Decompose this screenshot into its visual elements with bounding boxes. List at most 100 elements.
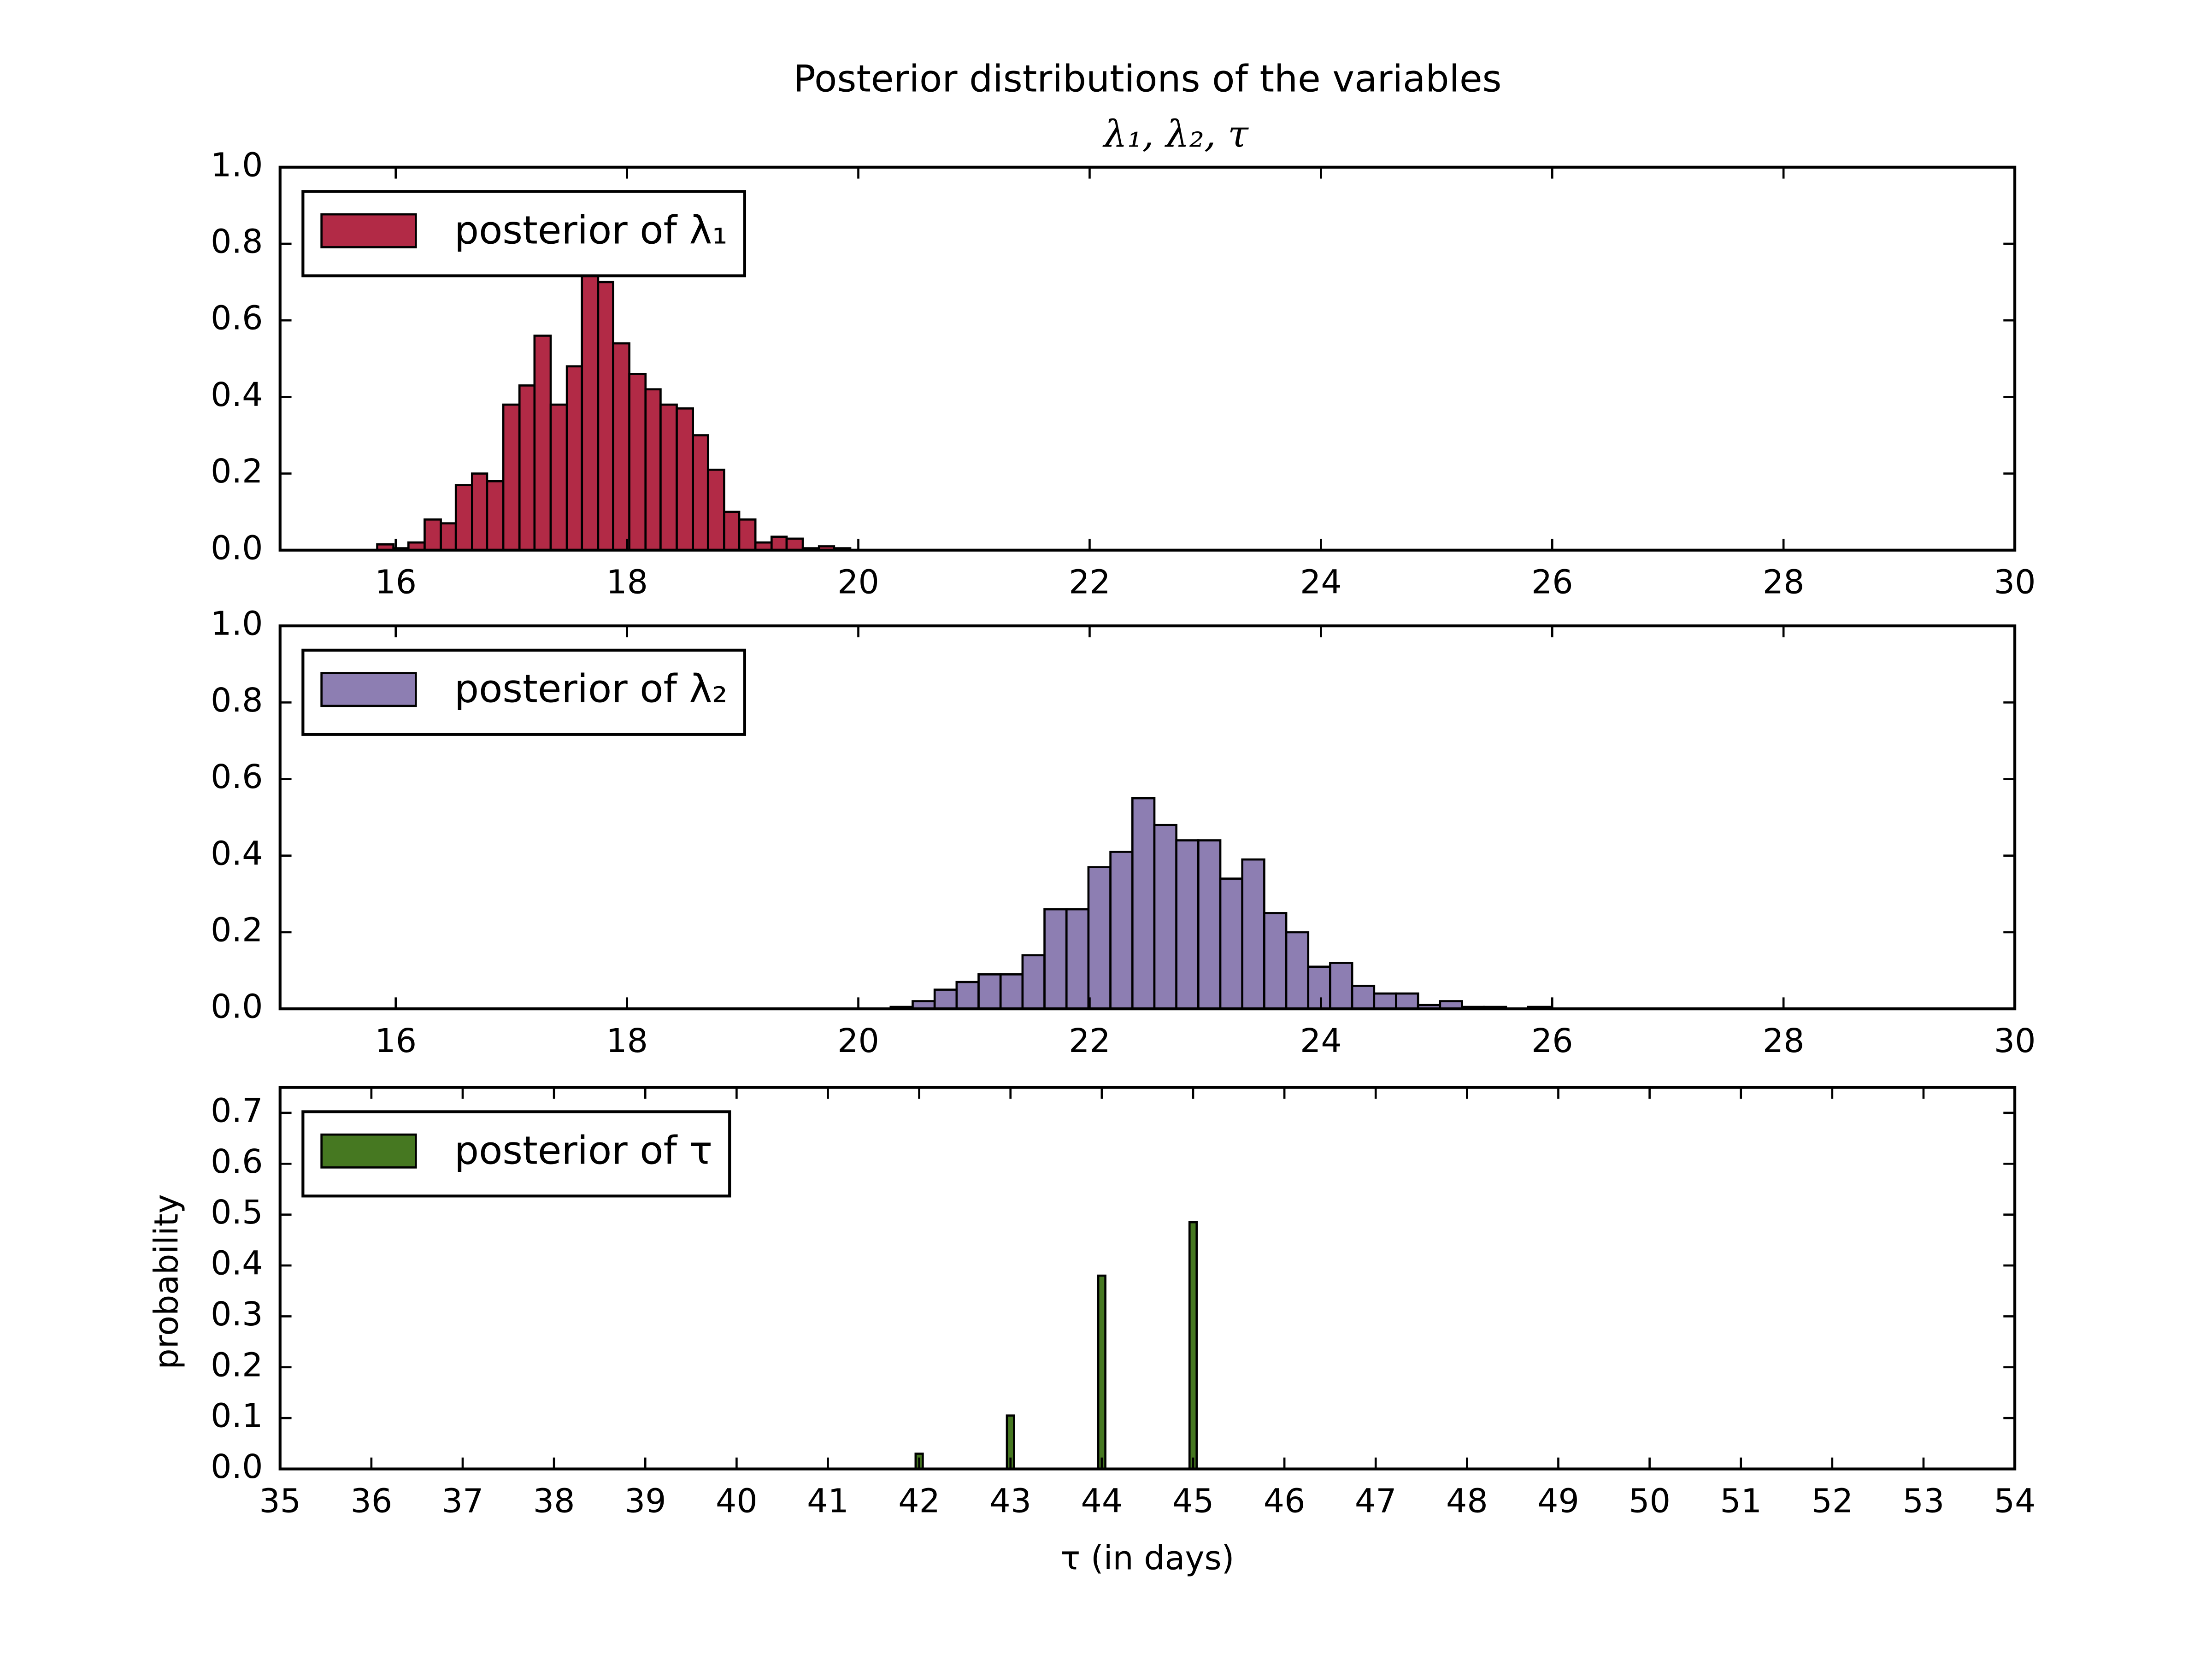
histogram-bar (1373, 992, 1397, 1010)
histogram-bar (628, 373, 647, 552)
histogram-bar (1351, 984, 1376, 1010)
x-tick-label: 41 (807, 1482, 849, 1520)
histogram-bar (1131, 797, 1156, 1010)
histogram-bar (533, 335, 552, 552)
y-tick-label: 0.5 (211, 1193, 263, 1231)
y-tick-label: 0.8 (211, 223, 263, 261)
bar (1097, 1274, 1106, 1470)
x-tick-label: 30 (1994, 563, 2036, 601)
x-tick-label: 46 (1264, 1482, 1306, 1520)
y-tick-label: 0.0 (211, 1447, 263, 1486)
histogram-bar (785, 537, 804, 552)
histogram-bar (723, 511, 741, 552)
histogram-bar (659, 403, 678, 552)
y-tick-label: 1.0 (211, 146, 263, 184)
histogram-bar (1307, 965, 1331, 1010)
histogram-bar (1241, 858, 1265, 1010)
y-tick-label: 0.4 (211, 834, 263, 872)
x-tick-label: 30 (1994, 1022, 2036, 1060)
histogram-bar (549, 403, 568, 552)
x-tick-label: 28 (1763, 1022, 1805, 1060)
histogram-bar (1263, 912, 1288, 1010)
y-tick-label: 0.2 (211, 1346, 263, 1384)
x-tick-label: 22 (1069, 1022, 1111, 1060)
legend-label: posterior of λ₁ (454, 207, 728, 253)
histogram-bar (1043, 908, 1068, 1010)
histogram-bar (692, 434, 709, 552)
x-tick-label: 45 (1172, 1482, 1214, 1520)
histogram-bar (1395, 992, 1419, 1010)
x-tick-label: 50 (1629, 1482, 1671, 1520)
y-tick-label: 0.0 (211, 988, 263, 1026)
histogram-bar (955, 981, 980, 1010)
legend-swatch (320, 213, 417, 248)
plot-frame (278, 165, 2017, 552)
legend-swatch (320, 1133, 417, 1169)
histogram-bar (644, 388, 662, 552)
y-tick-label: 0.4 (211, 376, 263, 414)
x-tick-label: 18 (606, 563, 648, 601)
x-tick-label: 40 (716, 1482, 758, 1520)
histogram-bar (581, 273, 600, 552)
x-tick-label: 28 (1763, 563, 1805, 601)
histogram-bar (977, 973, 1002, 1010)
plot-frame (278, 1086, 2017, 1471)
x-tick-label: 43 (989, 1482, 1031, 1520)
x-tick-label: 53 (1903, 1482, 1945, 1520)
x-tick-label: 54 (1994, 1482, 2036, 1520)
x-tick-label: 20 (837, 1022, 879, 1060)
y-tick-label: 0.6 (211, 758, 263, 796)
y-tick-label: 0.4 (211, 1244, 263, 1282)
histogram-bar (518, 384, 536, 552)
legend-label: posterior of τ (454, 1128, 712, 1173)
legend: posterior of λ₂ (301, 648, 747, 736)
legend-label: posterior of λ₂ (454, 666, 728, 712)
histogram-bar (1329, 962, 1353, 1010)
legend: posterior of τ (301, 1110, 731, 1198)
x-tick-label: 42 (898, 1482, 940, 1520)
y-tick-label: 0.2 (211, 911, 263, 949)
histogram-bar (565, 365, 583, 552)
y-tick-label: 0.8 (211, 681, 263, 719)
y-tick-label: 0.2 (211, 452, 263, 490)
x-tick-label: 22 (1069, 563, 1111, 601)
histogram-bar (999, 973, 1024, 1010)
x-tick-label: 44 (1081, 1482, 1123, 1520)
y-tick-label: 0.3 (211, 1295, 263, 1333)
y-tick-label: 0.1 (211, 1397, 263, 1435)
x-tick-label: 26 (1531, 1022, 1573, 1060)
chart-title: Posterior distributions of the variables (793, 58, 1501, 101)
histogram-bar (738, 518, 757, 552)
x-tick-label: 39 (624, 1482, 666, 1520)
histogram-bar (424, 518, 442, 552)
histogram-bar (1087, 866, 1112, 1010)
histogram-bar (1153, 824, 1177, 1010)
x-tick-label: 24 (1300, 1022, 1342, 1060)
chart-subtitle: λ₁, λ₂, τ (1102, 113, 1249, 156)
x-tick-label: 52 (1811, 1482, 1853, 1520)
x-tick-label: 49 (1537, 1482, 1579, 1520)
histogram-bar (440, 522, 457, 552)
x-tick-label: 26 (1531, 563, 1573, 601)
x-tick-label: 20 (837, 563, 879, 601)
y-tick-label: 0.6 (211, 1142, 263, 1181)
y-tick-label: 0.6 (211, 299, 263, 337)
y-tick-label: 0.7 (211, 1091, 263, 1130)
histogram-bar (706, 468, 725, 552)
histogram-bar (1065, 908, 1090, 1010)
x-tick-label: 24 (1300, 563, 1342, 601)
histogram-bar (597, 281, 614, 552)
histogram-bar (770, 535, 788, 552)
histogram-bar (1021, 954, 1046, 1010)
plot-frame (278, 624, 2017, 1011)
x-axis-label: τ (in days) (1060, 1539, 1234, 1577)
y-axis-label: probability (147, 1194, 185, 1369)
legend: posterior of λ₁ (301, 190, 747, 277)
x-tick-label: 47 (1355, 1482, 1397, 1520)
x-tick-label: 38 (533, 1482, 575, 1520)
histogram-bar (1109, 851, 1134, 1010)
x-tick-label: 48 (1446, 1482, 1488, 1520)
x-tick-label: 36 (351, 1482, 393, 1520)
histogram-bar (676, 407, 694, 552)
